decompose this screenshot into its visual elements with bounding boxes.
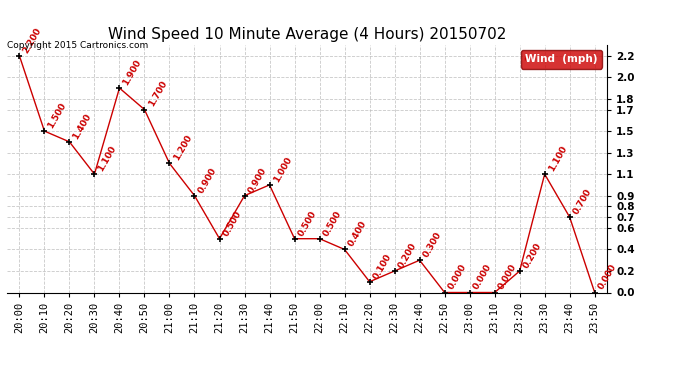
Text: 1.100: 1.100 bbox=[97, 144, 118, 173]
Text: 0.100: 0.100 bbox=[372, 252, 393, 280]
Text: 0.000: 0.000 bbox=[446, 263, 469, 291]
Text: 0.500: 0.500 bbox=[297, 209, 318, 238]
Text: 1.500: 1.500 bbox=[46, 101, 68, 130]
Title: Wind Speed 10 Minute Average (4 Hours) 20150702: Wind Speed 10 Minute Average (4 Hours) 2… bbox=[108, 27, 506, 42]
Text: 0.400: 0.400 bbox=[346, 219, 368, 248]
Text: 0.000: 0.000 bbox=[497, 263, 518, 291]
Text: 1.000: 1.000 bbox=[272, 155, 293, 184]
Text: 1.100: 1.100 bbox=[546, 144, 569, 173]
Text: 2.200: 2.200 bbox=[21, 26, 43, 55]
Text: 1.900: 1.900 bbox=[121, 58, 144, 87]
Text: 1.200: 1.200 bbox=[172, 134, 193, 162]
Text: 0.300: 0.300 bbox=[422, 230, 444, 259]
Text: 0.200: 0.200 bbox=[522, 241, 544, 270]
Text: 0.900: 0.900 bbox=[197, 166, 218, 195]
Text: 0.700: 0.700 bbox=[572, 187, 593, 216]
Text: Copyright 2015 Cartronics.com: Copyright 2015 Cartronics.com bbox=[7, 41, 148, 50]
Text: 0.200: 0.200 bbox=[397, 241, 418, 270]
Text: 1.400: 1.400 bbox=[72, 112, 93, 141]
Text: 1.700: 1.700 bbox=[146, 80, 168, 108]
Text: 0.000: 0.000 bbox=[597, 263, 618, 291]
Text: 0.900: 0.900 bbox=[246, 166, 268, 195]
Text: 0.000: 0.000 bbox=[472, 263, 493, 291]
Text: 0.500: 0.500 bbox=[221, 209, 244, 238]
Legend: Wind  (mph): Wind (mph) bbox=[521, 50, 602, 69]
Text: 0.500: 0.500 bbox=[322, 209, 344, 238]
